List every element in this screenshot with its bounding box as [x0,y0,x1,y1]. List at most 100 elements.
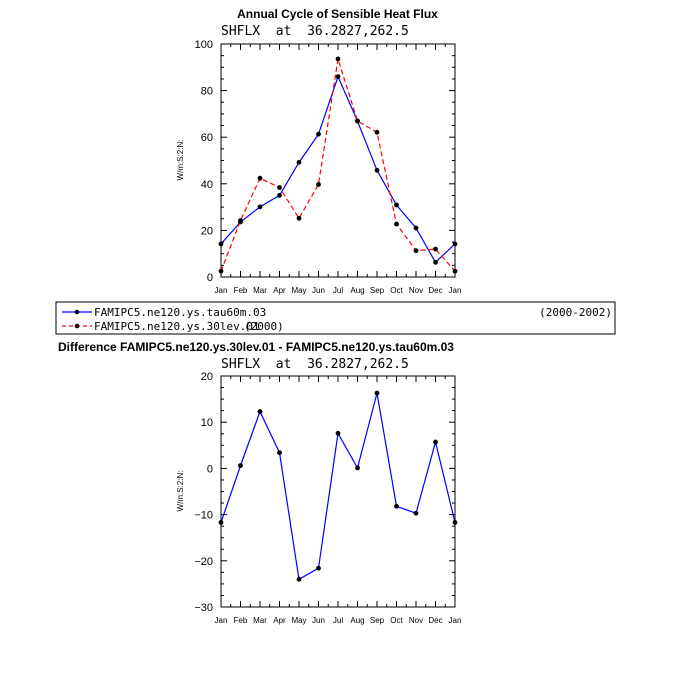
x-tick-label: Jan [215,616,228,625]
x-tick-label: May [291,286,306,295]
x-tick-label: Jun [312,286,325,295]
x-tick-label: Apr [273,616,286,625]
x-tick-label: Jan [449,616,462,625]
data-point-0 [257,409,263,414]
y-tick-label: 100 [195,39,213,51]
y-tick-label: 40 [201,179,213,191]
data-point-1 [277,185,282,190]
data-point-0 [452,241,458,247]
data-point-0 [335,74,341,80]
data-point-0 [335,430,341,436]
data-point-1 [238,218,243,224]
data-point-0 [257,204,263,210]
x-tick-label: Jul [333,616,343,625]
x-tick-label: Jan [449,286,462,295]
bottom-chart-subtitle: SHFLX at 36.2827,262.5 [221,357,409,372]
data-point-0 [296,576,302,582]
x-tick-label: Jul [333,286,343,295]
data-point-1 [218,268,224,274]
x-tick-label: Oct [390,616,403,625]
legend-marker-tau60m [74,309,80,315]
data-point-0 [296,159,302,165]
data-point-0 [374,390,380,396]
data-point-1 [316,182,321,187]
x-tick-label: Nov [409,286,423,295]
legend-marker-30lev [74,323,80,329]
bottom-plot-frame [220,375,456,608]
data-point-1 [394,221,399,227]
bottom-y-tick-labels: −30 −20 −10 0 10 20 [194,371,213,614]
top-chart-title: Annual Cycle of Sensible Heat Flux [237,7,438,21]
bottom-y-tick-marks [221,375,455,608]
top-chart-ylabel: W/m:S:2:N: [176,140,185,181]
data-point-1 [257,175,263,181]
top-chart-subtitle: SHFLX at 36.2827,262.5 [221,24,409,39]
data-point-0 [238,463,243,469]
y-tick-label: 20 [201,371,213,383]
data-point-0 [277,450,282,456]
data-point-1 [413,248,419,254]
y-tick-label: −10 [194,510,213,522]
x-tick-label: Oct [390,286,403,295]
x-tick-label: Aug [350,616,364,625]
data-point-0 [316,565,321,571]
data-point-0 [316,131,321,137]
x-tick-label: Jun [312,616,325,625]
legend-period-tau60m: (2000-2002) [539,306,612,319]
data-point-0 [394,202,399,208]
data-point-1 [433,246,438,252]
data-point-0 [452,520,458,525]
data-point-1 [355,118,360,124]
x-tick-label: May [291,616,306,625]
data-point-0 [355,465,360,471]
top-y-tick-marks [221,43,455,278]
y-tick-label: 0 [207,463,213,475]
x-tick-label: Feb [234,286,248,295]
data-point-0 [374,167,380,173]
y-tick-label: 10 [201,417,213,429]
bottom-chart-title: Difference FAMIPC5.ne120.ys.30lev.01 - F… [58,340,454,354]
x-tick-label: Aug [350,286,364,295]
data-point-1 [296,215,302,221]
bottom-x-tick-labels: Jan Feb Mar Apr May Jun Jul Aug Sep Oct Nov Dec Jan [215,616,462,625]
legend-period-30lev: (2000) [244,320,284,333]
data-point-0 [394,503,399,509]
data-point-0 [218,520,224,525]
legend-label-tau60m: FAMIPC5.ne120.ys.tau60m.03 [94,306,266,319]
top-x-tick-labels: Jan Feb Mar Apr May Jun Jul Aug Sep Oct Nov Dec Jan [215,286,462,295]
data-point-1 [374,129,380,135]
data-point-0 [413,225,419,231]
legend-box [55,301,616,335]
x-tick-label: Dec [428,616,442,625]
data-point-0 [218,241,224,247]
data-point-0 [413,510,419,516]
x-tick-label: Mar [253,616,267,625]
x-tick-label: Sep [370,286,385,295]
x-tick-label: Jan [215,286,228,295]
top-series-group [218,56,458,274]
x-tick-label: Apr [273,286,286,295]
x-tick-label: Nov [409,616,423,625]
bottom-x-tick-marks [220,376,456,607]
x-tick-label: Feb [234,616,248,625]
data-point-1 [452,268,458,274]
data-point-0 [433,259,438,265]
bottom-chart-ylabel: W/m:S:2:N: [176,471,185,512]
y-tick-label: −30 [194,602,213,614]
data-point-1 [335,56,341,62]
legend-label-30lev: FAMIPC5.ne120.ys.30lev.01 [94,320,260,333]
series-line-0 [220,392,456,581]
top-x-tick-marks [220,44,456,277]
series-line-1 [220,58,456,272]
data-point-0 [433,439,438,445]
bottom-series-group [218,390,458,582]
top-y-tick-labels: 0 20 40 60 80 100 [195,39,213,284]
series-line-0 [220,74,456,264]
y-tick-label: −20 [194,556,213,568]
y-tick-label: 0 [207,272,213,284]
y-tick-label: 80 [201,86,213,98]
y-tick-label: 60 [201,132,213,144]
data-point-0 [277,193,282,198]
x-tick-label: Mar [253,286,267,295]
